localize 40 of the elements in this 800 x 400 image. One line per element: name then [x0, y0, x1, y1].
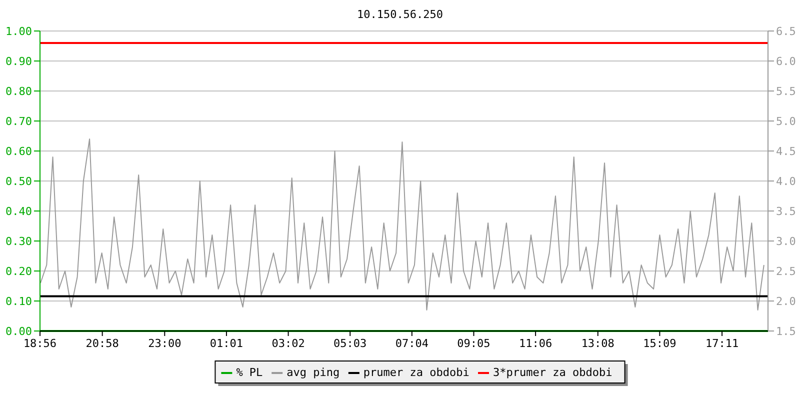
y-tick-label: 0.00	[6, 325, 32, 338]
x-tick-label: 05:03	[334, 337, 367, 350]
x-tick-label: 11:06	[518, 337, 552, 350]
legend-label: prumer za obdobi	[363, 366, 470, 379]
y-tick-label: 0.70	[6, 115, 32, 128]
y-tick-label: 0.40	[6, 205, 32, 218]
x-tick-label: 09:05	[457, 337, 490, 350]
line-series	[40, 138, 764, 310]
y-tick-label: 0.20	[6, 265, 32, 278]
y2-tick-label: 2.5	[776, 265, 796, 278]
x-tick-label: 18:56	[23, 337, 57, 350]
x-tick-label: 07:04	[395, 337, 429, 350]
y-tick-label: 0.10	[6, 295, 32, 308]
y-tick-label: 0.90	[6, 55, 32, 68]
y2-tick-label: 5.0	[776, 115, 796, 128]
y-tick-label: 1.00	[6, 25, 32, 38]
y2-tick-label: 3.5	[776, 205, 796, 218]
y2-tick-label: 2.0	[776, 295, 796, 308]
y-tick-label: 0.80	[6, 85, 32, 98]
y2-tick-label: 5.5	[776, 85, 796, 98]
x-tick-label: 01:01	[210, 337, 244, 350]
chart-title: 10.150.56.250	[356, 8, 444, 21]
y2-tick-label: 4.0	[776, 175, 796, 188]
x-tick-label: 20:58	[86, 337, 119, 350]
x-tick-label: 23:00	[148, 337, 182, 350]
x-tick-label: 03:02	[272, 337, 305, 350]
y2-tick-label: 1.5	[776, 325, 796, 338]
y2-tick-label: 6.5	[776, 25, 796, 38]
y-tick-label: 0.50	[6, 175, 32, 188]
y2-tick-label: 3.0	[776, 235, 796, 248]
legend-label: avg ping	[286, 366, 340, 379]
x-tick-label: 17:11	[705, 337, 739, 350]
legend-label: 3*prumer za obdobi	[493, 366, 612, 379]
x-tick-label: 15:09	[643, 337, 676, 350]
y-tick-label: 0.30	[6, 235, 32, 248]
x-tick-label: 13:08	[581, 337, 614, 350]
y2-tick-label: 4.5	[776, 145, 796, 158]
y2-tick-label: 6.0	[776, 55, 796, 68]
legend-label: % PL	[236, 366, 264, 379]
y-tick-label: 0.60	[6, 145, 32, 158]
